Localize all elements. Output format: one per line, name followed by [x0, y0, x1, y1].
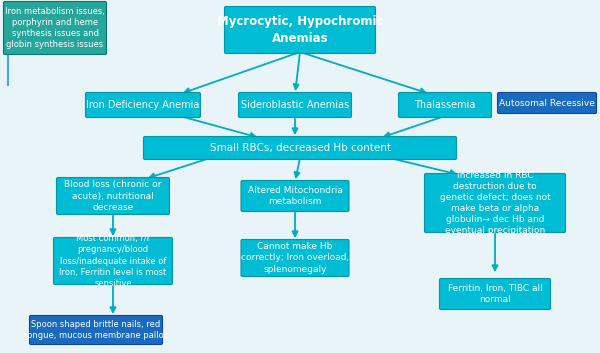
Text: Iron metabolism issues,
porphyrin and heme
synthesis issues and
globin synthesis: Iron metabolism issues, porphyrin and he… — [5, 7, 105, 49]
FancyBboxPatch shape — [398, 92, 491, 118]
Text: Increased in RBC
destruction due to
genetic defect; does not
make beta or alpha
: Increased in RBC destruction due to gene… — [440, 171, 550, 235]
FancyBboxPatch shape — [239, 92, 352, 118]
Text: Most common, r/r
pregnancy/blood
loss/inadequate intake of
Iron, Ferritin level : Most common, r/r pregnancy/blood loss/in… — [59, 234, 167, 288]
FancyBboxPatch shape — [497, 92, 596, 114]
Text: Small RBCs, decreased Hb content: Small RBCs, decreased Hb content — [209, 143, 391, 153]
FancyBboxPatch shape — [425, 174, 566, 233]
FancyBboxPatch shape — [224, 6, 376, 54]
Text: Sideroblastic Anemias: Sideroblastic Anemias — [241, 100, 349, 110]
Text: Cannot make Hb
correctly; Iron overload,
splenomegaly: Cannot make Hb correctly; Iron overload,… — [241, 243, 349, 274]
Text: Spoon shaped brittle nails, red
tongue, mucous membrane pallor: Spoon shaped brittle nails, red tongue, … — [25, 320, 167, 340]
Text: Autosomal Recessive: Autosomal Recessive — [499, 98, 595, 108]
FancyBboxPatch shape — [29, 316, 163, 345]
Text: Iron Deficiency Anemia: Iron Deficiency Anemia — [86, 100, 200, 110]
FancyBboxPatch shape — [4, 1, 107, 54]
Text: Blood loss (chronic or
acute), nutritional
decrease: Blood loss (chronic or acute), nutrition… — [64, 180, 161, 211]
Text: Altered Mitochondria
metabolism: Altered Mitochondria metabolism — [248, 186, 343, 206]
FancyBboxPatch shape — [56, 178, 170, 215]
FancyBboxPatch shape — [439, 279, 551, 310]
Text: Ferritin, Iron, TIBC all
normal: Ferritin, Iron, TIBC all normal — [448, 284, 542, 304]
FancyBboxPatch shape — [241, 239, 349, 276]
FancyBboxPatch shape — [53, 238, 173, 285]
Text: Thalassemia: Thalassemia — [415, 100, 476, 110]
FancyBboxPatch shape — [241, 180, 349, 211]
Text: Mycrocytic, Hypochromic
Anemias: Mycrocytic, Hypochromic Anemias — [217, 16, 383, 44]
FancyBboxPatch shape — [86, 92, 200, 118]
FancyBboxPatch shape — [143, 137, 457, 160]
